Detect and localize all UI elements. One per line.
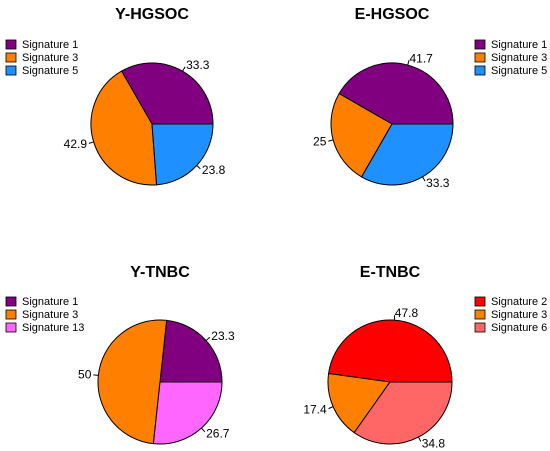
legend-label: Signature 1 [22, 39, 78, 51]
legend-label: Signature 3 [22, 309, 78, 321]
legend-swatch [474, 322, 486, 333]
pie-slice [120, 62, 214, 125]
legend-swatch [474, 65, 486, 76]
legend-swatch [5, 309, 17, 320]
legend-label: Signature 1 [22, 296, 78, 308]
slice-leader [182, 66, 186, 72]
legend-swatch [5, 39, 17, 50]
pie-slice [327, 372, 391, 434]
pie-slice [353, 381, 453, 445]
slice-value-label: 50 [78, 368, 92, 382]
panel-title: E-TNBC [360, 264, 421, 281]
slice-leader [201, 427, 206, 433]
legend-swatch [5, 296, 17, 307]
legend-label: Signature 1 [491, 39, 547, 51]
slice-value-label: 34.8 [422, 436, 446, 450]
legend-swatch [474, 39, 486, 50]
slice-value-label: 17.4 [303, 402, 327, 416]
slice-leader [196, 165, 201, 170]
pie-slice [151, 123, 214, 186]
slice-value-label: 23.8 [202, 163, 226, 177]
slice-leader [328, 139, 334, 142]
legend-swatch [474, 296, 486, 307]
pie-slice [330, 92, 393, 178]
legend-label: Signature 3 [491, 52, 547, 64]
slice-value-label: 42.9 [64, 137, 88, 151]
legend-label: Signature 5 [491, 65, 547, 77]
legend-swatch [474, 309, 486, 320]
legend-label: Signature 3 [491, 309, 547, 321]
pie-slice [338, 62, 454, 125]
slice-leader [328, 406, 334, 410]
legend-swatch [5, 322, 17, 333]
slice-value-label: 26.7 [206, 426, 230, 440]
slice-value-label: 33.3 [186, 58, 210, 72]
legend-label: Signature 5 [22, 65, 78, 77]
legend-swatch [5, 52, 17, 63]
slice-value-label: 33.3 [426, 176, 450, 190]
legend-label: Signature 13 [22, 322, 84, 334]
slice-leader [88, 141, 94, 144]
panel-title: E-HGSOC [355, 6, 430, 23]
slice-leader [407, 60, 410, 66]
panel-title: Y-HGSOC [115, 6, 189, 23]
slice-value-label: 25 [313, 135, 327, 149]
legend-label: Signature 2 [491, 296, 547, 308]
pie-slice [360, 123, 454, 186]
legend-label: Signature 3 [22, 52, 78, 64]
slice-value-label: 41.7 [410, 51, 434, 65]
slice-value-label: 23.3 [211, 329, 235, 343]
legend-swatch [474, 52, 486, 63]
slice-leader [93, 374, 99, 376]
legend-swatch [5, 65, 17, 76]
slice-leader [205, 336, 211, 341]
slice-leader [422, 176, 426, 182]
pie-slice [328, 319, 453, 383]
slice-leader [418, 436, 422, 442]
slice-value-label: 47.8 [395, 306, 419, 320]
legend-label: Signature 6 [491, 322, 547, 334]
panel-title: Y-TNBC [130, 264, 190, 281]
